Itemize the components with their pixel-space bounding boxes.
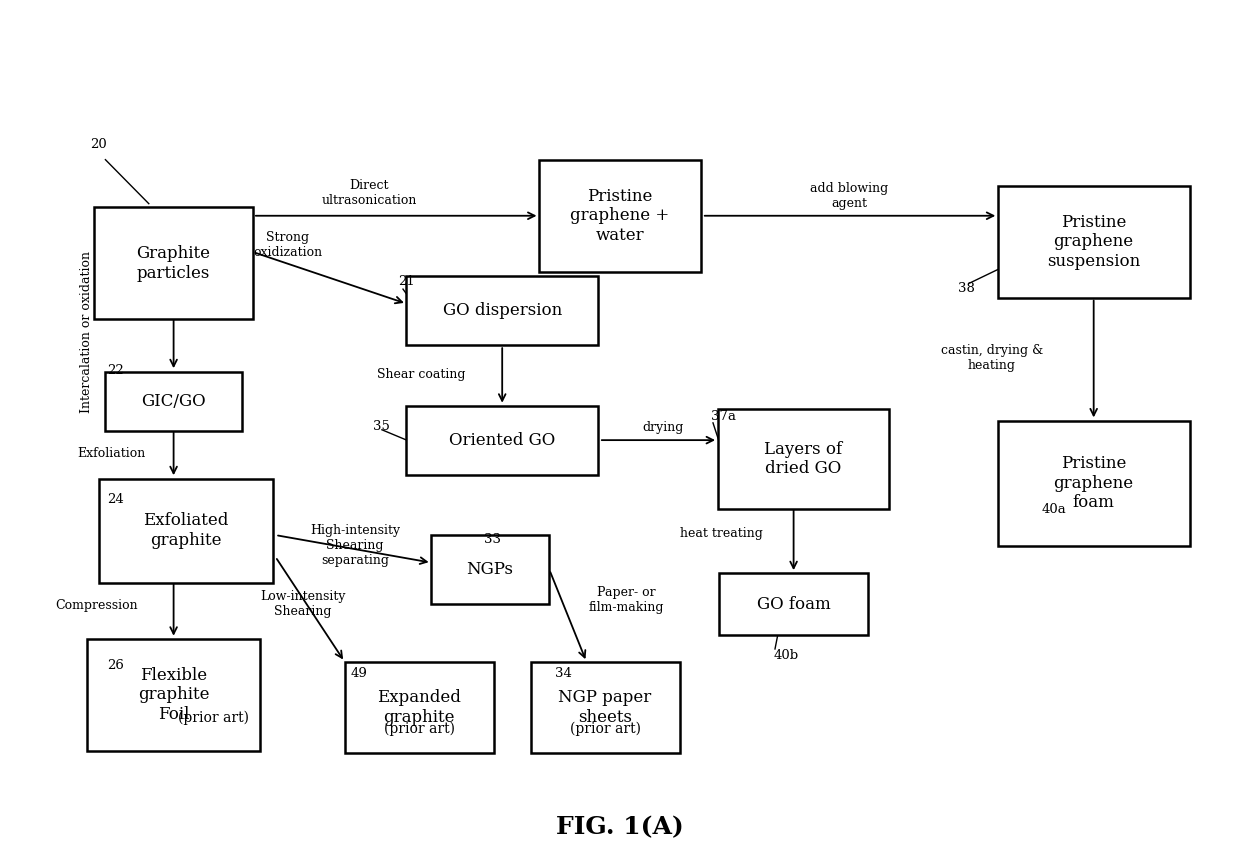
Text: GIC/GO: GIC/GO [141,393,206,410]
Text: Strong
oxidization: Strong oxidization [253,231,322,259]
FancyBboxPatch shape [87,639,260,751]
Text: 20: 20 [91,138,107,151]
Text: Expanded
graphite: Expanded graphite [377,690,461,726]
FancyBboxPatch shape [997,421,1190,546]
Text: drying: drying [642,420,684,434]
FancyBboxPatch shape [345,663,494,753]
Text: add blowing
agent: add blowing agent [810,182,889,210]
FancyBboxPatch shape [531,663,680,753]
Text: Compression: Compression [56,599,138,613]
FancyBboxPatch shape [719,573,868,635]
Text: FIG. 1(A): FIG. 1(A) [556,815,684,839]
Text: 35: 35 [373,419,391,432]
FancyBboxPatch shape [432,535,549,604]
Text: Pristine
graphene +
water: Pristine graphene + water [570,187,670,244]
Text: 24: 24 [107,493,124,506]
Text: Exfoliation: Exfoliation [77,446,146,460]
Text: castin, drying &
heating: castin, drying & heating [941,344,1043,372]
FancyBboxPatch shape [105,372,242,431]
Text: Pristine
graphene
suspension: Pristine graphene suspension [1047,213,1141,270]
Text: Oriented GO: Oriented GO [449,432,556,449]
Text: 26: 26 [107,658,124,671]
Text: NGPs: NGPs [466,561,513,578]
Text: Graphite
particles: Graphite particles [136,245,211,281]
Text: 38: 38 [959,282,976,295]
Text: Direct
ultrasonication: Direct ultrasonication [322,180,417,207]
Text: Pristine
graphene
foam: Pristine graphene foam [1054,455,1133,512]
Text: GO dispersion: GO dispersion [443,302,562,319]
FancyBboxPatch shape [407,406,599,475]
Text: Paper- or
film-making: Paper- or film-making [589,586,665,614]
Text: Exfoliated
graphite: Exfoliated graphite [144,513,228,549]
Text: Flexible
graphite
Foil: Flexible graphite Foil [138,666,210,723]
Text: Shear coating: Shear coating [377,368,466,381]
FancyBboxPatch shape [94,207,253,319]
Text: 22: 22 [107,363,124,376]
Text: 49: 49 [351,667,368,680]
Text: 37a: 37a [711,410,735,423]
FancyBboxPatch shape [99,479,273,583]
Text: Low-intensity
Shearing: Low-intensity Shearing [260,590,346,618]
Text: Intercalation or oxidation: Intercalation or oxidation [81,251,93,413]
Text: 34: 34 [554,667,572,680]
Text: (prior art): (prior art) [383,722,455,736]
Text: (prior art): (prior art) [569,722,641,736]
Text: NGP paper
sheets: NGP paper sheets [558,690,652,726]
Text: (prior art): (prior art) [177,711,249,725]
FancyBboxPatch shape [718,409,889,509]
FancyBboxPatch shape [539,160,701,272]
Text: High-intensity
Shearing
separating: High-intensity Shearing separating [310,524,401,567]
Text: 21: 21 [398,275,414,288]
Text: 33: 33 [484,532,501,545]
Text: heat treating: heat treating [681,526,763,540]
Text: 40a: 40a [1042,503,1066,516]
Text: 40b: 40b [774,649,799,662]
Text: GO foam: GO foam [756,595,831,613]
FancyBboxPatch shape [407,276,599,345]
FancyBboxPatch shape [997,186,1190,298]
Text: Layers of
dried GO: Layers of dried GO [764,441,843,477]
